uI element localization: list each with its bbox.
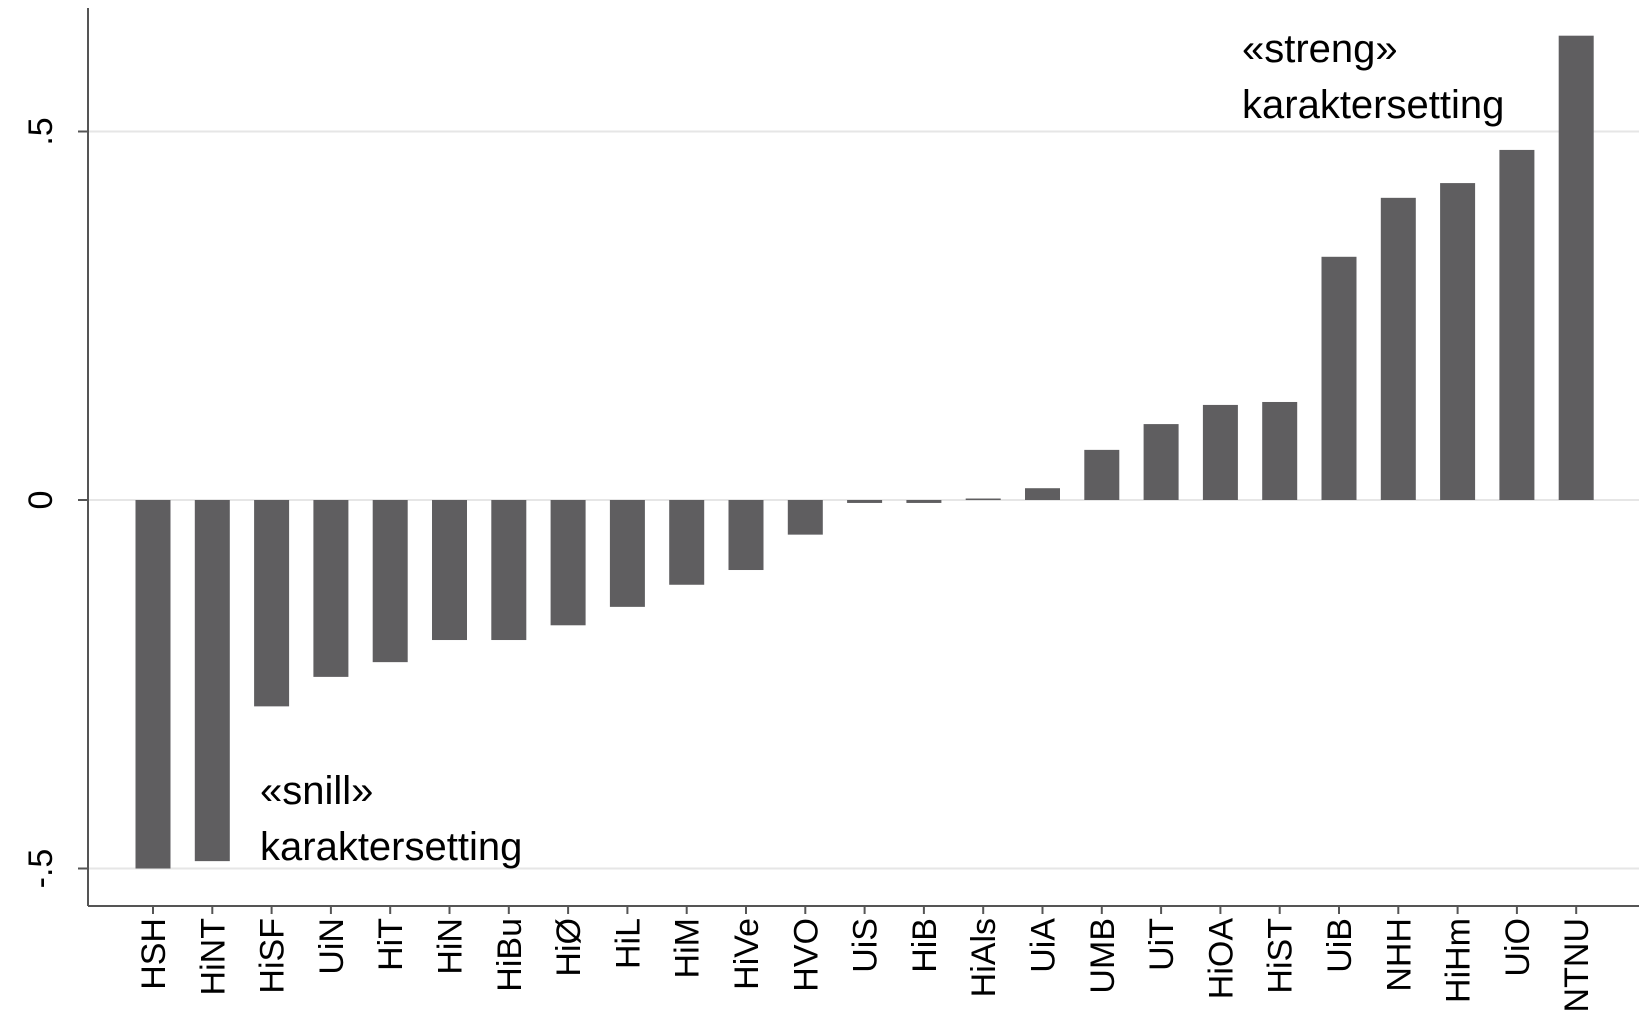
x-tick-labels: HSH HiNT HiSF UiN HiT HiN HiBu HiØ HiL HiM HiVe HVO…: [135, 918, 1596, 1013]
x-tick-label: UiB: [1321, 918, 1359, 973]
x-tick-label: HiØ: [550, 918, 588, 977]
annotation-lenient-line2: karaktersetting: [260, 825, 522, 869]
bar: [1499, 149, 1535, 501]
bar: [372, 500, 408, 663]
bar: [135, 500, 171, 869]
x-tick-label: UiN: [313, 918, 351, 975]
x-tick-label: HiL: [609, 918, 647, 969]
x-tick-label: HiM: [669, 918, 707, 978]
x-tick-label: UMB: [1084, 918, 1122, 994]
bar: [906, 500, 942, 503]
bar: [787, 500, 823, 535]
annotation-strict-line2: karaktersetting: [1242, 83, 1504, 127]
bar: [609, 500, 645, 607]
y-tick-label: .5: [22, 117, 60, 145]
bar: [194, 500, 230, 862]
bar: [1143, 424, 1179, 500]
x-tick-label: UiO: [1499, 918, 1537, 977]
bar: [1025, 488, 1060, 500]
annotation-lenient-line1: «snill»: [260, 769, 373, 813]
x-tick-label: HSH: [135, 918, 173, 990]
bar: [965, 498, 1001, 501]
bar: [728, 500, 764, 571]
x-tick-label: HiVe: [728, 918, 766, 990]
bar: [254, 500, 290, 707]
bar: [550, 500, 586, 626]
y-tick-label: 0: [22, 491, 60, 510]
x-tick-label: NTNU: [1558, 918, 1596, 1012]
bar: [847, 500, 883, 503]
x-tick-label: HiOA: [1202, 918, 1240, 1000]
x-tick-label: HiHm: [1440, 918, 1478, 1003]
y-tick-label: -.5: [22, 849, 60, 889]
axes: [78, 8, 1639, 914]
x-tick-label: HiST: [1262, 918, 1300, 994]
x-tick-label: HiNT: [194, 918, 232, 995]
x-tick-label: NHH: [1380, 918, 1418, 992]
bar: [1440, 183, 1476, 500]
x-tick-label: HiB: [906, 918, 944, 973]
x-tick-label: HVO: [787, 918, 825, 992]
x-tick-label: HiAls: [965, 918, 1003, 997]
annotation-strict-line1: «streng»: [1242, 27, 1398, 71]
bar: [1262, 401, 1298, 500]
bar: [432, 500, 467, 641]
x-tick-label: HiN: [432, 918, 470, 975]
bar: [1380, 197, 1416, 500]
bar: [491, 500, 527, 641]
x-tick-label: HiT: [372, 918, 410, 971]
x-tick-label: UiS: [847, 918, 885, 973]
x-tick-label: HiBu: [491, 918, 529, 992]
bars: [135, 35, 1594, 869]
bar: [1558, 35, 1594, 500]
bar: [1084, 449, 1120, 500]
bar: [1202, 404, 1238, 500]
bar: [1321, 256, 1357, 500]
x-tick-label: UiT: [1143, 918, 1181, 971]
bar: [313, 500, 349, 677]
y-tick-labels: .5 0 -.5: [22, 117, 60, 888]
x-tick-label: HiSF: [254, 918, 292, 994]
x-tick-label: UiA: [1025, 918, 1063, 973]
bar: [669, 500, 705, 585]
